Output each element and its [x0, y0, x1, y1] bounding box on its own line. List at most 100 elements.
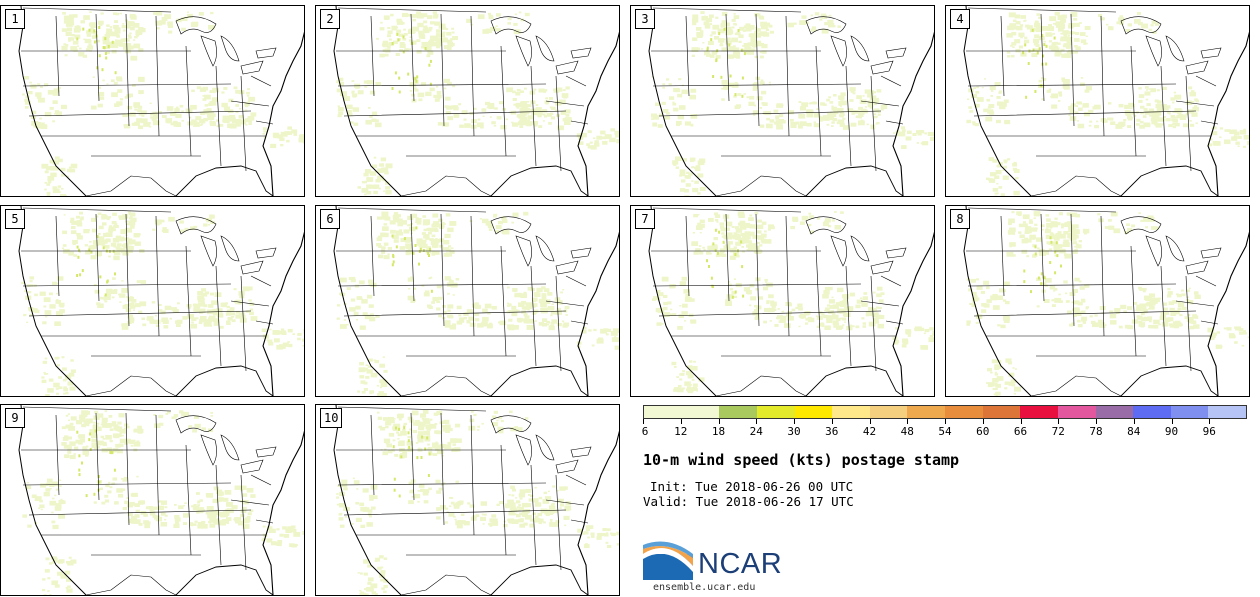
conus-map	[648, 6, 934, 196]
colorbar-tick-label: 84	[1127, 425, 1141, 438]
colorbar-segment	[945, 406, 983, 418]
map-panel-9: 9	[0, 404, 305, 596]
wind-field	[22, 410, 304, 595]
conus-map	[333, 6, 619, 196]
panel-number: 5	[5, 209, 25, 229]
colorbar-tick	[794, 419, 795, 424]
colorbar-tick-label: 78	[1089, 425, 1103, 438]
colorbar-tick-label: 6	[641, 425, 649, 438]
wind-field	[21, 211, 304, 396]
colorbar-tick-label: 54	[938, 425, 952, 438]
conus-map	[648, 206, 934, 396]
state-boundaries	[648, 6, 934, 196]
colorbar-tick	[945, 419, 946, 424]
colorbar-tick-label: 66	[1013, 425, 1028, 438]
state-boundaries	[18, 405, 304, 595]
colorbar-tick-label: 12	[674, 425, 688, 438]
wind-field	[336, 211, 619, 396]
plot-title: 10-m wind speed (kts) postage stamp	[643, 451, 960, 469]
colorbar-segment	[982, 406, 1021, 418]
state-boundaries	[18, 206, 304, 396]
panel-number: 9	[5, 408, 25, 428]
colorbar-ticks	[643, 419, 1247, 425]
map-panel-6: 6	[315, 205, 620, 397]
colorbar-segment	[907, 406, 945, 418]
wind-field	[336, 11, 619, 196]
map-panel-1: 1	[0, 5, 305, 197]
colorbar-tick	[982, 419, 984, 424]
colorbar-segment	[869, 406, 908, 418]
colorbar-tick	[831, 419, 833, 424]
colorbar-tick	[1020, 419, 1022, 424]
wind-field	[966, 11, 1249, 196]
site-url: ensemble.ucar.edu	[653, 582, 756, 593]
colorbar-tick-label: 72	[1051, 425, 1065, 438]
conus-map	[963, 6, 1249, 196]
wind-field	[651, 211, 934, 394]
colorbar-segment	[1208, 406, 1246, 418]
conus-map	[18, 405, 304, 595]
conus-map	[333, 405, 619, 595]
valid-time: Valid: Tue 2018-06-26 17 UTC	[643, 494, 854, 509]
colorbar-segment	[756, 406, 795, 418]
colorbar-tick	[756, 419, 758, 424]
conus-map	[18, 6, 304, 196]
map-panel-8: 8	[945, 205, 1250, 397]
colorbar-tick-label: 90	[1164, 425, 1179, 438]
wind-speed-colorbar	[643, 405, 1247, 419]
colorbar-segment	[644, 406, 682, 418]
map-panel-3: 3	[630, 5, 935, 197]
map-panel-7: 7	[630, 205, 935, 397]
colorbar-segment	[832, 406, 870, 418]
colorbar-tick-label: 42	[862, 425, 877, 438]
panel-number: 10	[320, 408, 343, 428]
colorbar-tick-label: 24	[749, 425, 763, 438]
panel-number: 8	[950, 209, 970, 229]
colorbar-tick	[1096, 419, 1097, 424]
conus-map	[333, 206, 619, 396]
colorbar-tick-label: 60	[976, 425, 990, 438]
conus-map	[18, 206, 304, 396]
map-panel-10: 10	[315, 404, 620, 596]
colorbar-segment	[1095, 406, 1134, 418]
conus-map	[963, 206, 1249, 396]
panel-number: 4	[950, 9, 970, 29]
colorbar-tick	[907, 419, 909, 424]
panel-number: 7	[635, 209, 655, 229]
colorbar-tick	[680, 419, 682, 424]
colorbar-tick	[643, 419, 644, 424]
colorbar-tick-labels: 6 12 18 24 30 36 42 48 54 60 66 72 78 84 90 96	[641, 425, 1247, 439]
wind-field	[336, 410, 619, 595]
ncar-logo-text: NCAR	[698, 548, 783, 580]
state-boundaries	[18, 6, 304, 196]
colorbar-segment	[719, 406, 757, 418]
colorbar-tick	[1171, 419, 1173, 424]
colorbar-segment	[1133, 406, 1171, 418]
colorbar-tick-label: 30	[787, 425, 801, 438]
panel-number: 3	[635, 9, 655, 29]
colorbar-tick-label: 18	[711, 425, 726, 438]
panel-number: 1	[5, 9, 25, 29]
map-panel-2: 2	[315, 5, 620, 197]
wind-field	[966, 211, 1249, 396]
ncar-logo	[643, 541, 693, 580]
colorbar-segment	[681, 406, 720, 418]
colorbar-tick-label: 36	[825, 425, 839, 438]
state-boundaries	[963, 6, 1249, 196]
colorbar-segment	[1170, 406, 1209, 418]
wind-field	[651, 11, 934, 196]
state-boundaries	[648, 206, 934, 396]
colorbar-tick	[1133, 419, 1135, 424]
colorbar-segment	[794, 406, 833, 418]
colorbar-segment	[1057, 406, 1096, 418]
state-boundaries	[333, 405, 619, 595]
wind-field	[21, 11, 304, 196]
panel-number: 2	[320, 9, 340, 29]
colorbar-segment	[1020, 406, 1058, 418]
colorbar-tick	[1058, 419, 1060, 424]
colorbar-tick-label: 96	[1202, 425, 1216, 438]
map-panel-5: 5	[0, 205, 305, 397]
colorbar-tick	[1209, 419, 1211, 424]
state-boundaries	[963, 206, 1249, 396]
map-panel-4: 4	[945, 5, 1250, 197]
